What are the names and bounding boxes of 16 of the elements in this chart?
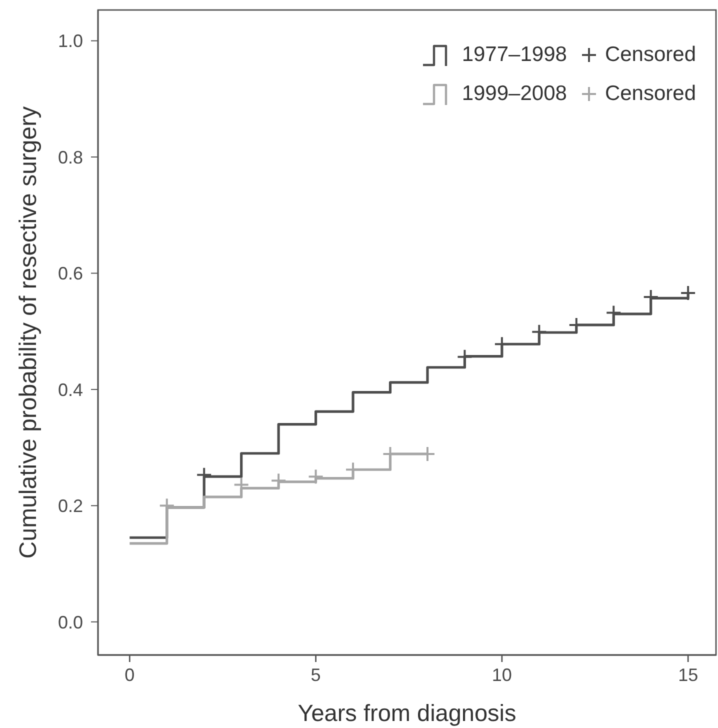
y-tick-label: 0.8 — [58, 147, 83, 168]
x-tick-label: 15 — [678, 664, 698, 685]
x-tick-label: 0 — [124, 664, 135, 685]
y-tick-label: 0.6 — [58, 264, 83, 284]
y-tick-label: 0.0 — [58, 612, 83, 632]
legend-label: Censored — [604, 82, 696, 104]
x-tick-label: 10 — [492, 664, 512, 685]
y-tick-label: 0.2 — [58, 496, 83, 516]
y-tick-label: 0.4 — [58, 380, 83, 400]
legend-label: 1999–2008 — [462, 82, 567, 104]
x-axis-title: Years from diagnosis — [298, 700, 516, 726]
y-axis-title: Cumulative probability of resective surgery — [14, 106, 42, 559]
legend-label: Censored — [604, 42, 696, 66]
x-tick-label: 5 — [310, 664, 321, 685]
legend-label: 1977–1998 — [462, 42, 567, 66]
y-tick-label: 1.0 — [58, 31, 83, 52]
